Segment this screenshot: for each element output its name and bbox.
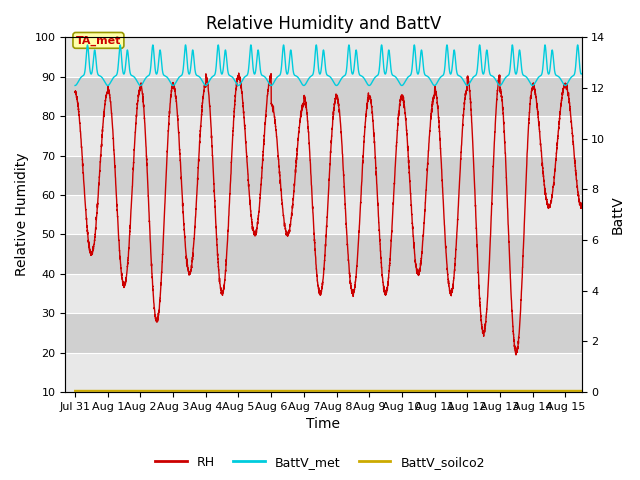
Bar bbox=[65, 195, 582, 234]
Bar bbox=[65, 37, 582, 77]
Bar bbox=[65, 77, 582, 116]
Y-axis label: BattV: BattV bbox=[611, 195, 625, 234]
Bar bbox=[65, 156, 582, 195]
Bar bbox=[65, 274, 582, 313]
Text: TA_met: TA_met bbox=[76, 35, 121, 46]
Title: Relative Humidity and BattV: Relative Humidity and BattV bbox=[206, 15, 441, 33]
Y-axis label: Relative Humidity: Relative Humidity bbox=[15, 153, 29, 276]
Bar bbox=[65, 353, 582, 392]
Legend: RH, BattV_met, BattV_soilco2: RH, BattV_met, BattV_soilco2 bbox=[150, 451, 490, 474]
Bar bbox=[65, 313, 582, 353]
Bar bbox=[65, 116, 582, 156]
X-axis label: Time: Time bbox=[307, 418, 340, 432]
Bar bbox=[65, 234, 582, 274]
